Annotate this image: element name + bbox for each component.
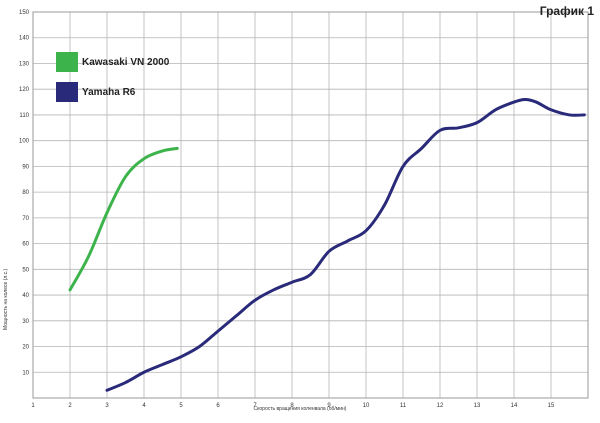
x-axis-label: Скорость вращения коленвала (об/мин) <box>253 406 347 412</box>
y-tick-label: 70 <box>22 216 29 222</box>
series-line-kawasaki <box>68 146 179 292</box>
x-tick-label: 11 <box>400 403 407 409</box>
legend-item-yamaha: Yamaha R6 <box>56 80 169 104</box>
y-tick-label: 150 <box>19 10 30 16</box>
x-tick-label: 4 <box>142 403 146 409</box>
y-tick-label: 80 <box>22 190 29 196</box>
y-tick-label: 30 <box>22 319 29 325</box>
x-tick-label: 13 <box>474 403 481 409</box>
y-tick-label: 50 <box>22 267 29 273</box>
y-tick-label: 130 <box>19 61 30 67</box>
y-tick-label: 10 <box>22 370 29 376</box>
x-axis-ticks: 1 2 3 4 5 6 7 8 9 10 11 12 13 14 15 <box>31 403 555 409</box>
y-tick-label: 100 <box>19 139 30 145</box>
y-tick-label: 90 <box>22 164 29 170</box>
chart-series-lines <box>68 97 586 392</box>
x-tick-label: 14 <box>511 403 518 409</box>
chart-grid <box>32 11 589 399</box>
x-tick-label: 1 <box>31 403 35 409</box>
y-tick-label: 20 <box>22 345 29 351</box>
x-tick-label: 8 <box>290 403 294 409</box>
chart-legend: Kawasaki VN 2000 Yamaha R6 <box>56 50 169 110</box>
x-tick-label: 9 <box>327 403 331 409</box>
y-axis-label: Мощность на колесе (л.с.) <box>3 268 9 330</box>
y-tick-label: 120 <box>19 87 30 93</box>
legend-swatch-kawasaki <box>56 52 78 72</box>
plot-border <box>32 11 589 399</box>
y-tick-label: 140 <box>19 36 30 42</box>
y-tick-label: 110 <box>19 113 29 119</box>
legend-item-kawasaki: Kawasaki VN 2000 <box>56 50 169 74</box>
y-tick-label: 40 <box>22 293 29 299</box>
x-tick-label: 3 <box>105 403 109 409</box>
x-tick-label: 7 <box>253 403 257 409</box>
y-tick-label: 60 <box>22 242 29 248</box>
legend-label-kawasaki: Kawasaki VN 2000 <box>82 56 170 68</box>
series-line-yamaha <box>105 97 586 392</box>
legend-label-yamaha: Yamaha R6 <box>82 86 136 98</box>
x-tick-label: 15 <box>548 403 555 409</box>
x-tick-label: 5 <box>179 403 183 409</box>
x-tick-label: 6 <box>216 403 220 409</box>
x-tick-label: 12 <box>437 403 444 409</box>
chart-title: График 1 <box>539 4 594 18</box>
x-tick-label: 2 <box>68 403 72 409</box>
legend-swatch-yamaha <box>56 82 78 102</box>
y-axis-ticks: 10 20 30 40 50 60 70 80 90 100 110 120 130 140 150 <box>19 10 30 376</box>
x-tick-label: 10 <box>363 403 370 409</box>
